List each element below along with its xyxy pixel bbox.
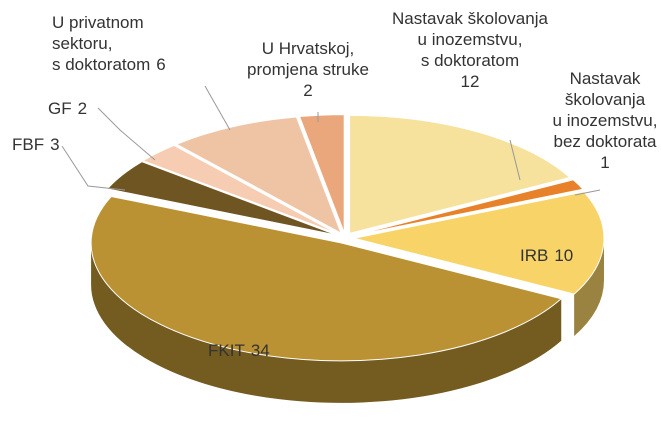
category-name: U privatnom sektoru, s doktoratom	[52, 13, 151, 74]
value-label: 34	[250, 341, 270, 360]
slice-side	[91, 242, 562, 403]
slice	[141, 144, 339, 235]
slice-label: Nastavak školovanja u inozemstvu, s dokt…	[380, 8, 560, 92]
category-name: GF	[48, 99, 72, 118]
category-name: U Hrvatskoj, promjena struke	[247, 39, 369, 79]
value-label: 1	[600, 153, 610, 172]
leader-line	[204, 85, 231, 131]
slice	[175, 116, 343, 235]
value-label: 12	[460, 72, 480, 91]
leader-line	[97, 107, 156, 161]
slice	[353, 191, 605, 295]
slice-label: GF 2	[48, 98, 108, 119]
category-name: Nastavak školovanja u inozemstvu, bez do…	[552, 69, 658, 151]
slice-label: Nastavak školovanja u inozemstvu, bez do…	[545, 68, 661, 173]
leader-line	[61, 145, 126, 191]
slice-label: FBF 3	[12, 134, 72, 155]
value-label: 2	[303, 81, 313, 100]
slice-label: IRB 10	[520, 245, 620, 266]
slice	[298, 114, 345, 233]
slice-label: U Hrvatskoj, promjena struke 2	[238, 38, 378, 101]
category-name: Nastavak školovanja u inozemstvu, s dokt…	[392, 9, 548, 70]
slice	[349, 114, 571, 235]
category-name: IRB	[520, 246, 549, 265]
slice-label: U privatnom sektoru, s doktoratom 6	[52, 12, 232, 75]
value-label: 2	[77, 99, 88, 118]
category-name: FBF	[12, 135, 45, 154]
slice-side	[574, 238, 604, 337]
slice	[352, 179, 584, 237]
leader-line	[509, 139, 521, 181]
category-name: FKIT	[208, 341, 245, 360]
value-label: 3	[50, 135, 60, 154]
slice-label: FKIT 34	[208, 340, 328, 361]
value-label: 6	[156, 55, 166, 74]
leader-line	[574, 189, 601, 196]
value-label: 10	[554, 246, 574, 265]
slice	[106, 161, 338, 236]
slice	[90, 195, 563, 362]
